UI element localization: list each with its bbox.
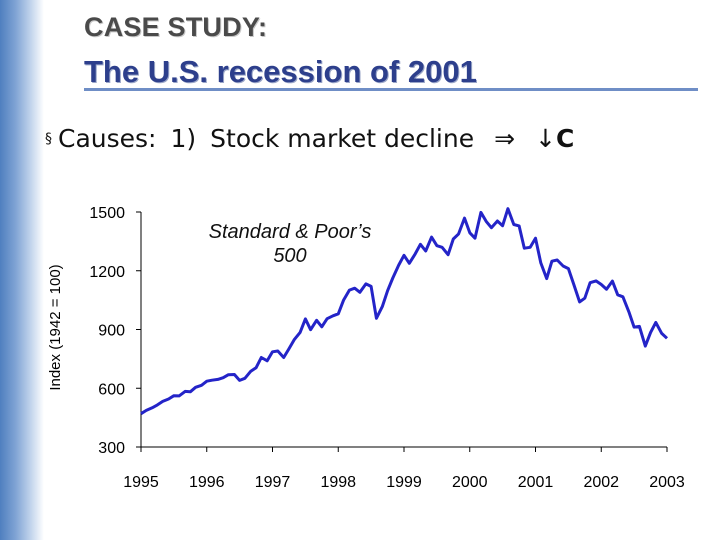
x-tick-label: 2002 [583,474,619,491]
annotation-line-2: 500 [273,245,307,267]
down-arrow-icon: ↓ [535,124,556,153]
x-tick-label: 2001 [518,474,554,491]
chart-annotation: Standard & Poor’s 500 [190,220,390,268]
y-tick-label: 1500 [89,205,125,222]
bullet-item-number: 1) [170,124,197,153]
implies-symbol: ⇒ [494,124,516,153]
y-tick-label: 600 [98,381,125,398]
bullet-text: Stock market decline [210,124,475,153]
title-underline [84,88,698,91]
chart-ticks: 1500 1200 900 600 300 1995 1996 1997 1998 1999 200… [89,205,684,491]
slide-kicker: CASE STUDY: [84,12,268,42]
annotation-line-1: Standard & Poor’s [208,221,372,243]
x-tick-label: 2000 [452,474,488,491]
chart-series [140,207,669,415]
x-tick-label: 1999 [386,474,422,491]
x-tick-label: 1997 [255,474,291,491]
y-tick-label: 900 [98,323,125,340]
series-line [140,207,669,415]
side-gradient-bar [0,0,44,540]
slide-title: The U.S. recession of 2001 [84,54,477,89]
x-tick-label: 1995 [123,474,159,491]
x-tick-label: 1998 [320,474,356,491]
bullet-label: Causes: [58,124,157,153]
bullet-causes: § Causes: 1) Stock market decline ⇒ ↓C [45,124,574,153]
consumption-variable: C [555,124,575,153]
bullet-icon: § [45,131,52,147]
y-tick-label: 300 [98,440,125,457]
x-tick-label: 2003 [649,474,685,491]
x-tick-label: 1996 [189,474,225,491]
y-tick-label: 1200 [89,264,125,281]
y-axis-label: Index (1942 = 100) [47,264,64,390]
